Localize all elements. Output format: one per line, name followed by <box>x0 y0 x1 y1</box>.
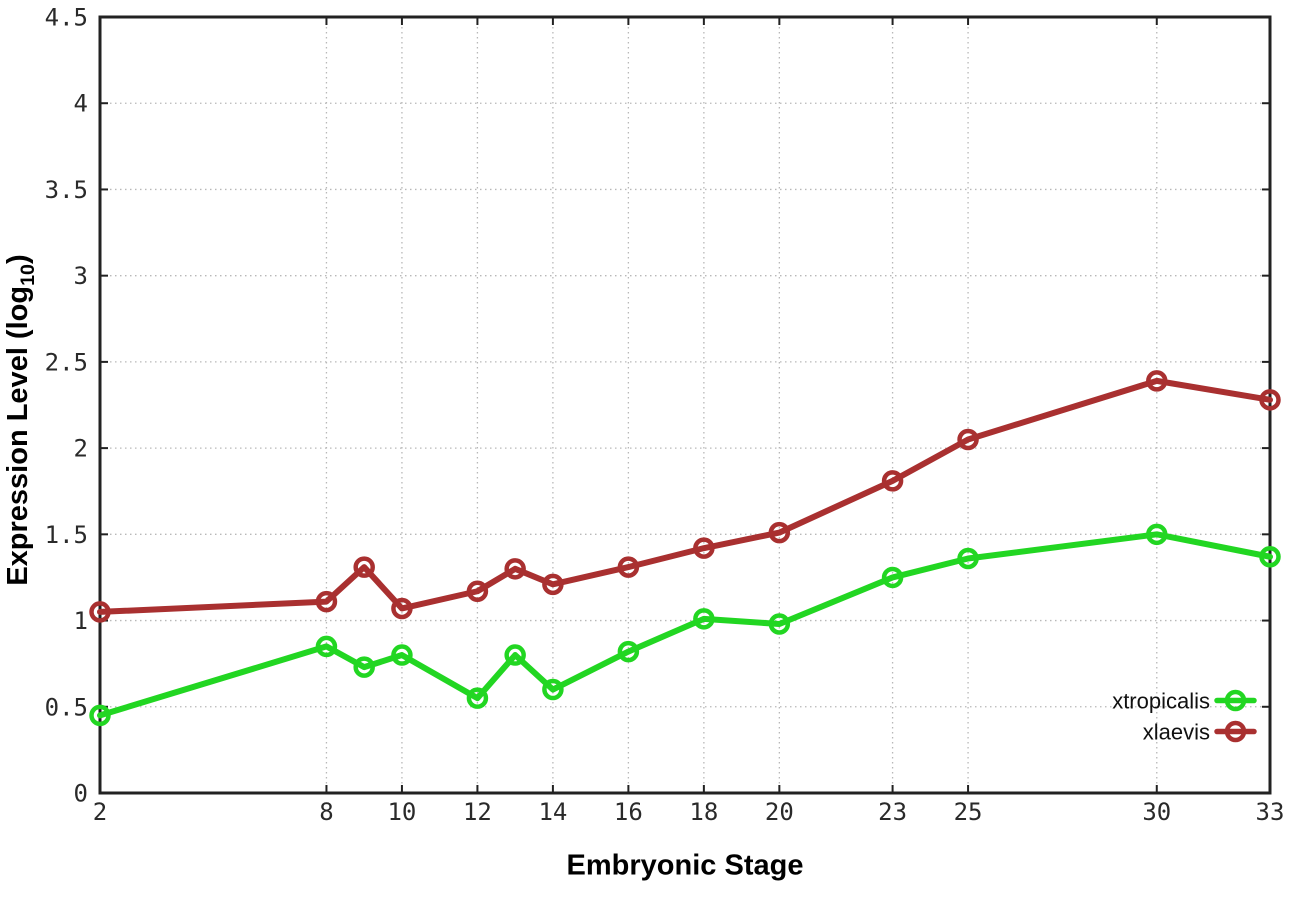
data-point-xlaevis <box>466 580 489 602</box>
data-point-xlaevis <box>89 601 111 623</box>
data-point-xtropicalis <box>693 608 715 630</box>
data-point-xtropicalis <box>504 644 526 666</box>
y-tick-label: 3.5 <box>45 176 88 204</box>
y-tick-label: 0 <box>74 780 88 808</box>
x-tick-label: 16 <box>614 798 643 826</box>
data-point-xlaevis <box>1259 389 1281 411</box>
data-point-xtropicalis <box>1146 523 1168 546</box>
x-tick-label: 8 <box>319 798 333 826</box>
x-tick-label: 2 <box>93 798 107 826</box>
data-point-xlaevis <box>768 521 791 544</box>
y-tick-label: 4.5 <box>45 4 88 32</box>
data-point-xtropicalis <box>466 687 489 709</box>
data-point-xlaevis <box>353 556 375 578</box>
data-point-xtropicalis <box>957 547 979 570</box>
x-tick-label: 33 <box>1256 798 1285 826</box>
data-point-xtropicalis <box>391 644 413 666</box>
y-tick-label: 0.5 <box>45 693 88 721</box>
legend-marker-xlaevis <box>1224 720 1247 743</box>
y-tick-label: 2 <box>74 435 88 463</box>
data-point-xlaevis <box>391 597 413 620</box>
series-line-xtropicalis <box>97 531 1273 719</box>
data-point-xlaevis <box>542 573 564 596</box>
data-point-xlaevis <box>957 428 979 451</box>
x-tick-label: 23 <box>878 798 907 826</box>
legend-label-xtropicalis: xtropicalis <box>1112 689 1210 714</box>
data-point-xtropicalis <box>881 566 904 589</box>
x-tick-label: 20 <box>765 798 794 826</box>
data-point-xtropicalis <box>89 704 111 727</box>
data-point-xtropicalis <box>1259 546 1281 568</box>
y-tick-label: 1.5 <box>45 521 88 549</box>
data-point-xlaevis <box>504 558 526 580</box>
x-tick-label: 10 <box>387 798 416 826</box>
x-axis-title: Embryonic Stage <box>566 849 804 882</box>
series-line-xlaevis <box>97 377 1273 615</box>
x-tick-label: 25 <box>954 798 983 826</box>
legend-label-xlaevis: xlaevis <box>1143 720 1210 745</box>
y-tick-label: 1 <box>74 607 88 635</box>
data-point-xtropicalis <box>768 613 791 635</box>
plot-border <box>98 15 1272 795</box>
data-point-xlaevis <box>693 537 715 559</box>
y-axis-title-suffix: ) <box>2 254 35 264</box>
x-tick-label: 18 <box>689 798 718 826</box>
data-point-xlaevis <box>617 556 640 578</box>
x-tick-label: 30 <box>1142 798 1171 826</box>
x-tick-label: 14 <box>538 798 567 826</box>
data-point-xlaevis <box>1146 370 1168 392</box>
x-tick-label: 12 <box>463 798 492 826</box>
data-point-xtropicalis <box>617 640 640 663</box>
y-axis-title-text: Expression Level (log <box>2 285 35 586</box>
legend-marker-xtropicalis <box>1224 689 1247 712</box>
data-point-xtropicalis <box>315 635 338 658</box>
y-axis-title: Expression Level (log10) <box>2 254 40 585</box>
data-point-xlaevis <box>881 470 904 492</box>
y-tick-label: 4 <box>74 90 88 118</box>
data-point-xlaevis <box>315 590 338 613</box>
data-point-xtropicalis <box>353 656 375 678</box>
y-tick-label: 3 <box>74 262 88 290</box>
y-axis-title-subscript: 10 <box>16 263 39 286</box>
data-point-xtropicalis <box>542 678 564 701</box>
y-tick-label: 2.5 <box>45 348 88 376</box>
